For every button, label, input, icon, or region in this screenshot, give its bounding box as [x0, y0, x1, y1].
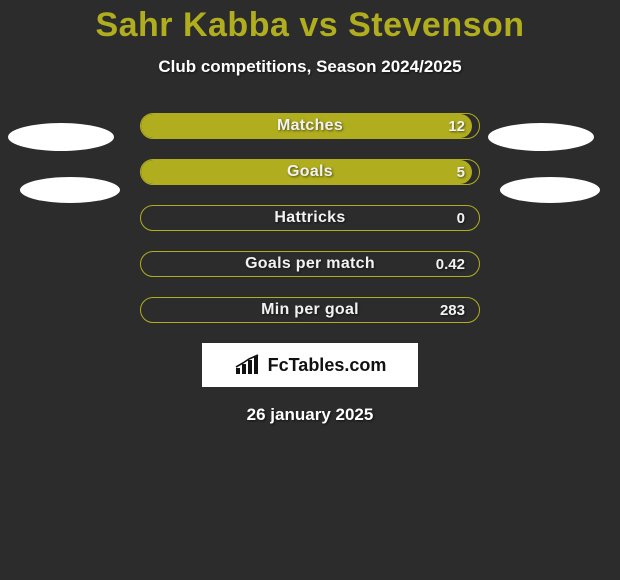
- footer-date: 26 january 2025: [0, 405, 620, 425]
- stat-label: Goals: [141, 160, 479, 184]
- stat-value: 283: [440, 298, 465, 322]
- left-ellipse-1: [8, 123, 114, 151]
- stat-value: 0: [457, 206, 465, 230]
- left-ellipse-2: [20, 177, 120, 203]
- stat-value: 0.42: [436, 252, 465, 276]
- source-badge: FcTables.com: [202, 343, 418, 387]
- stat-row: Hattricks 0: [140, 205, 480, 231]
- stat-row: Goals per match 0.42: [140, 251, 480, 277]
- stats-block: Matches 12 Goals 5 Hattricks 0 Goals per…: [140, 113, 480, 323]
- stat-label: Hattricks: [141, 206, 479, 230]
- right-ellipse-1: [488, 123, 594, 151]
- stat-row: Matches 12: [140, 113, 480, 139]
- stat-row: Goals 5: [140, 159, 480, 185]
- right-ellipse-2: [500, 177, 600, 203]
- barchart-icon: [234, 354, 262, 376]
- stat-label: Matches: [141, 114, 479, 138]
- infographic-container: Sahr Kabba vs Stevenson Club competition…: [0, 0, 620, 580]
- subtitle: Club competitions, Season 2024/2025: [0, 57, 620, 77]
- stat-value: 12: [448, 114, 465, 138]
- stat-value: 5: [457, 160, 465, 184]
- stat-label: Goals per match: [141, 252, 479, 276]
- page-title: Sahr Kabba vs Stevenson: [0, 6, 620, 45]
- stat-row: Min per goal 283: [140, 297, 480, 323]
- stat-label: Min per goal: [141, 298, 479, 322]
- source-badge-text: FcTables.com: [268, 355, 387, 376]
